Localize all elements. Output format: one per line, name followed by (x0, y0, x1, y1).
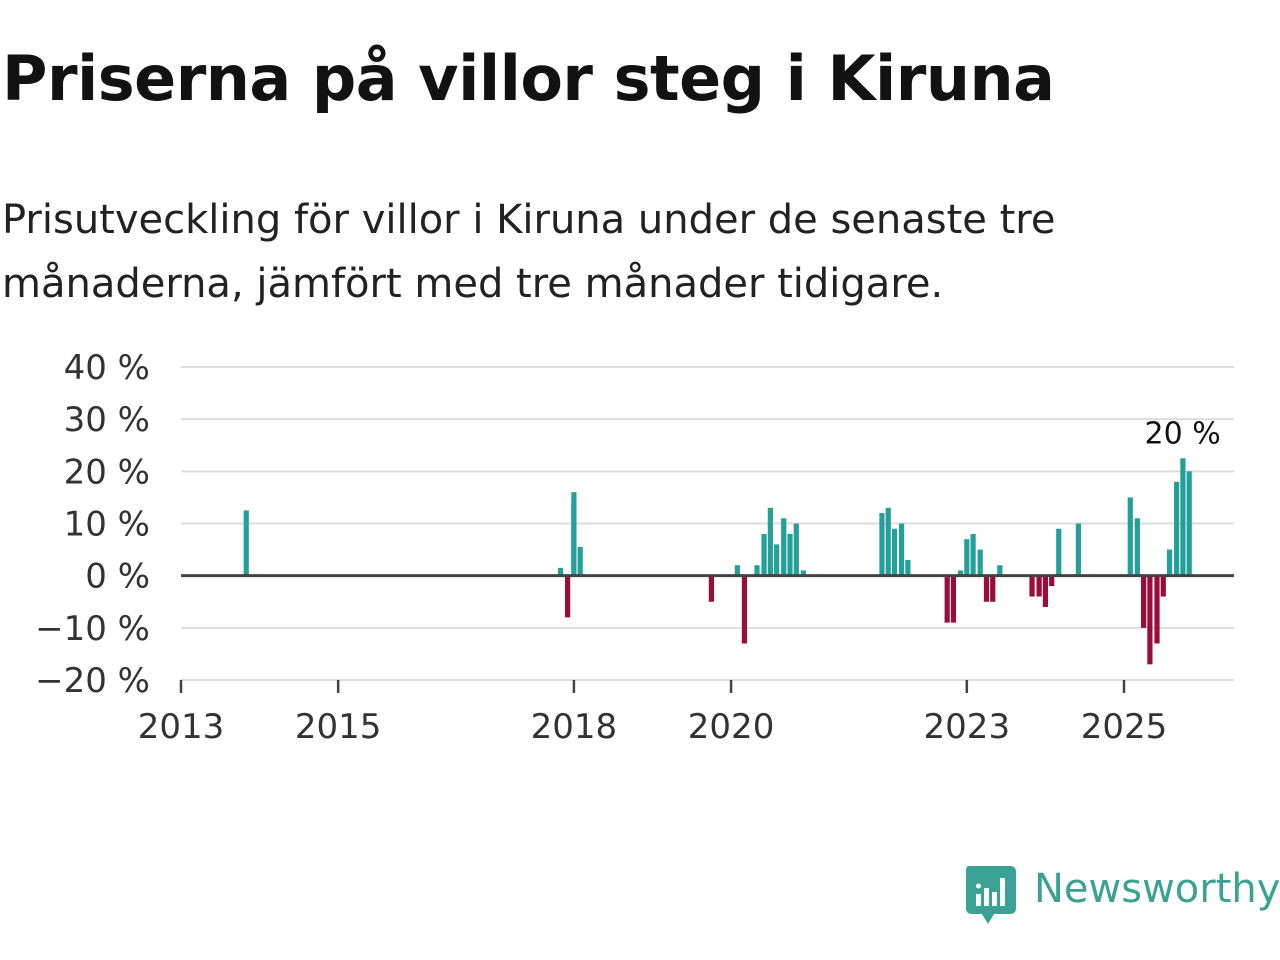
gridlines (181, 366, 1234, 681)
bar (1154, 575, 1160, 644)
bar (1075, 523, 1082, 576)
newsworthy-logo-icon (966, 866, 1016, 924)
y-tick-label: 0 % (85, 557, 150, 597)
annotation-label: 20 % (1145, 416, 1221, 451)
bar (983, 575, 990, 602)
x-tick-label: 2018 (531, 707, 618, 747)
bar (1049, 575, 1055, 587)
bar (557, 567, 564, 576)
bar (1186, 471, 1192, 576)
bar (1127, 497, 1133, 576)
bar (734, 565, 740, 576)
bar (891, 528, 898, 576)
bar (997, 565, 1003, 576)
bar (964, 539, 970, 576)
bar (970, 533, 976, 576)
bar (1147, 575, 1153, 665)
bar-chart: 40 %30 %20 %10 %0 %−10 %−20 % 2013 2015 20… (35, 348, 1234, 747)
bar (1029, 575, 1035, 597)
bar (1141, 575, 1147, 628)
bar (787, 533, 793, 576)
y-axis-ticks: 40 % 30 % 20 % 10 % 0 % −10 % −20 % (35, 348, 150, 701)
bar (243, 510, 249, 576)
bar (905, 560, 911, 576)
bar (781, 518, 787, 576)
x-tick-label: 2025 (1081, 707, 1168, 747)
newsworthy-logo: Newsworthy (962, 864, 1280, 928)
bar (1166, 549, 1173, 576)
bar (898, 523, 905, 576)
bar (565, 575, 571, 618)
bar (879, 513, 885, 576)
y-tick-label: 40 % (64, 348, 150, 388)
bar (761, 533, 767, 576)
chart-subtitle: Prisutveckling för villor i Kiruna under… (2, 197, 1056, 307)
bar (1042, 575, 1049, 607)
brand-name: Newsworthy (1034, 866, 1280, 912)
bar (1056, 528, 1062, 576)
y-tick-label: 10 % (64, 505, 150, 545)
bar (1036, 575, 1042, 597)
bar (950, 575, 957, 623)
chart-title: Priserna på villor steg i Kiruna (2, 42, 1055, 115)
bar (990, 575, 996, 602)
annotations: 20 % (1145, 416, 1221, 451)
y-tick-label: 30 % (64, 400, 150, 440)
bar (957, 570, 964, 576)
x-tick-label: 2023 (924, 707, 1011, 747)
bar (800, 570, 806, 576)
bar (1160, 575, 1166, 597)
y-tick-label: −20 % (35, 661, 150, 701)
bar (1134, 518, 1140, 576)
x-tick-label: 2013 (138, 707, 225, 747)
bar (885, 507, 891, 576)
bar (774, 544, 780, 576)
bar (1180, 458, 1186, 576)
bar (977, 549, 983, 576)
bar (708, 575, 715, 602)
y-tick-label: 20 % (64, 452, 150, 492)
bar (571, 502, 577, 576)
bars (243, 458, 1192, 665)
bar (793, 523, 799, 576)
x-axis: 2013 2015 2018 2020 2023 2025 (138, 680, 1168, 747)
bar (754, 565, 760, 576)
y-tick-label: −10 % (35, 609, 150, 649)
bar (577, 546, 583, 576)
x-tick-label: 2015 (295, 707, 382, 747)
x-tick-label: 2020 (688, 707, 775, 747)
bar (1174, 481, 1180, 576)
bar (944, 575, 950, 623)
bar (741, 575, 748, 644)
bar (767, 507, 773, 576)
